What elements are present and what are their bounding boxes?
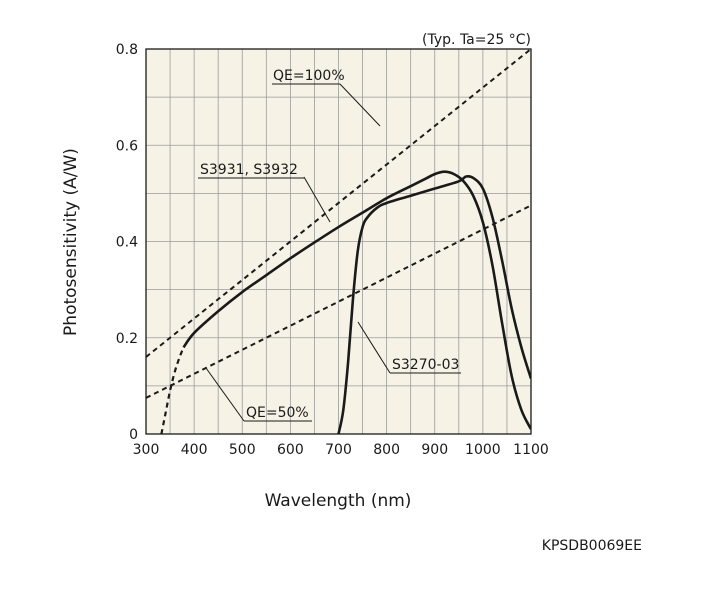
y-tick-label: 0.6 xyxy=(116,138,138,154)
x-tick-label: 300 xyxy=(133,442,160,458)
annotation-qe-50: QE=50% xyxy=(205,367,312,422)
x-tick-label: 1000 xyxy=(465,442,501,458)
x-tick-label: 1100 xyxy=(513,442,549,458)
x-tick-label: 800 xyxy=(373,442,400,458)
document-code: KPSDB0069EE xyxy=(542,538,642,554)
x-tick-label: 900 xyxy=(421,442,448,458)
x-tick-label: 600 xyxy=(277,442,304,458)
x-axis-title: Wavelength (nm) xyxy=(265,491,412,511)
annotation-s3931-s3932-label: S3931, S3932 xyxy=(200,162,298,178)
x-tick-label: 700 xyxy=(325,442,352,458)
annotation-s3270-03-label: S3270-03 xyxy=(392,357,459,373)
plot-frame xyxy=(145,48,532,435)
annotation-qe-100-label: QE=100% xyxy=(273,68,345,84)
annotation-qe-50-leader xyxy=(205,367,245,422)
series-curves xyxy=(160,170,531,434)
y-tick-label: 0.2 xyxy=(116,331,138,347)
series-s3931-s3932-line xyxy=(182,170,531,430)
y-tick-label: 0.4 xyxy=(116,235,138,251)
y-axis-title: Photosensitivity (A/W) xyxy=(61,148,81,336)
annotation-qe-50-label: QE=50% xyxy=(246,405,309,421)
reference-lines xyxy=(146,49,531,399)
annotation-s3270-03-leader xyxy=(357,321,391,374)
annotation-qe-100: QE=100% xyxy=(272,68,381,127)
y-tick-label: 0.8 xyxy=(116,42,138,58)
annotation-s3931-s3932-leader xyxy=(303,176,331,223)
condition-label: (Typ. Ta=25 °C) xyxy=(422,32,531,48)
grid xyxy=(146,49,531,434)
reference-line-qe-100- xyxy=(146,49,531,358)
series-s3931-s3932-dashed-segment xyxy=(160,346,185,434)
annotations: QE=100% S3931, S3932 S3270-03 QE=50% xyxy=(198,68,461,422)
x-tick-label: 500 xyxy=(229,442,256,458)
annotation-s3931-s3932: S3931, S3932 xyxy=(198,162,331,223)
x-tick-label: 400 xyxy=(181,442,208,458)
series-s3270-03-line xyxy=(337,174,531,434)
y-tick-label: 0 xyxy=(129,427,138,443)
tick-labels: 300 400 500 600 700 800 900 1000 1100 0 0.2 0.4 0.6 0… xyxy=(116,42,549,458)
annotation-s3270-03: S3270-03 xyxy=(357,321,461,374)
annotation-qe-100-leader xyxy=(339,83,381,127)
